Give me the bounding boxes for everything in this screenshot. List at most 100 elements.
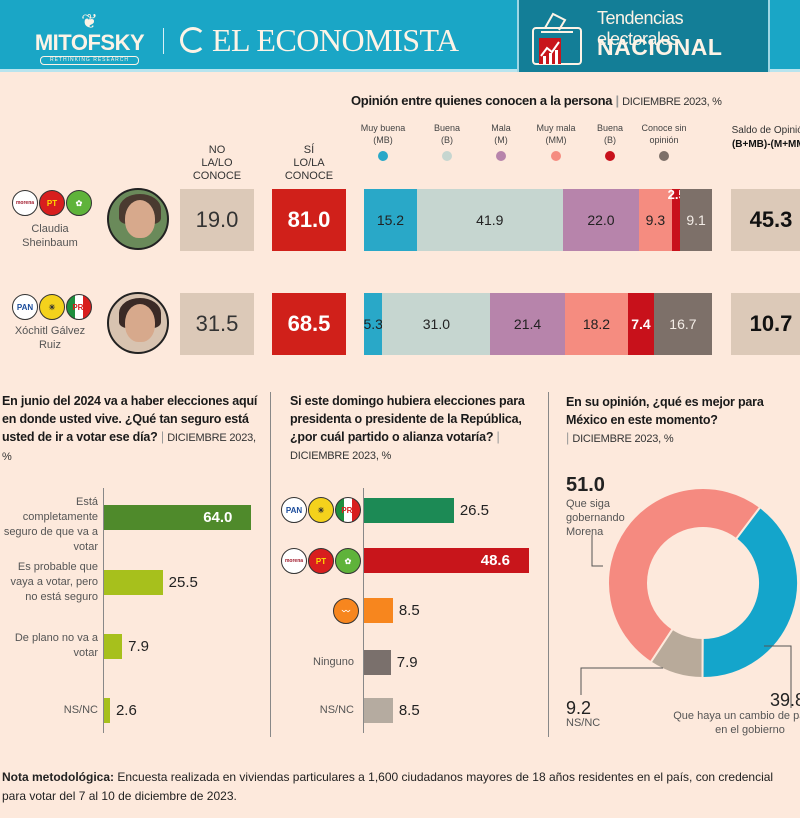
bar-value: 2.6 <box>115 702 137 719</box>
bar-0 <box>364 498 454 523</box>
name-line2: Sheinbaum <box>22 237 78 249</box>
economista-globe-icon <box>180 27 206 53</box>
mitofsky-tagline: RETHINKING RESEARCH <box>40 56 139 65</box>
opinion-stacked-bar-galvez: 5.3 31.0 21.4 18.2 7.4 16.7 <box>363 293 712 355</box>
segment-value: 9.3 <box>645 212 666 228</box>
bar-2 <box>364 598 393 623</box>
party-logo-mc: 〰 <box>333 598 359 624</box>
legend-abbr: (MB) <box>373 135 393 145</box>
col-header-no-conoce: NO LA/LO CONOCE <box>177 144 257 183</box>
segment-value: 18.2 <box>582 316 611 332</box>
stack-segment-0: 5.3 <box>363 293 383 355</box>
legend-dot <box>378 151 388 161</box>
mexico-question: En su opinión, ¿qué es mejor para México… <box>566 393 796 448</box>
section-divider <box>548 392 549 737</box>
si-conoce-value: 68.5 <box>272 293 346 355</box>
question-text: Si este domingo hubiera elecciones para … <box>290 394 525 444</box>
legend-muy-mala: Muy mala (MM) <box>526 122 586 161</box>
nsnc-value: 9.2 <box>566 698 592 718</box>
bar-1 <box>364 548 529 573</box>
question-text: En junio del 2024 va a haber elecciones … <box>2 394 258 444</box>
cambio-label: Que haya un cambio de partido en el gobi… <box>673 710 800 736</box>
pt-logo-icon: PT <box>39 190 65 216</box>
segment-value: 22.0 <box>587 212 615 228</box>
note-text: Encuesta realizada en viviendas particul… <box>2 770 774 803</box>
party-vote-question: Si este domingo hubiera elecciones para … <box>290 392 540 465</box>
bar-label: Está completamente seguro de que va a vo… <box>3 495 98 553</box>
segment-value: 9.1 <box>686 212 706 228</box>
legend-dot <box>605 151 615 161</box>
legend-label: Buena <box>433 123 461 133</box>
name-line2: Ruiz <box>38 339 61 351</box>
bar-value: 8.5 <box>398 602 420 619</box>
segment-value: 15.2 <box>376 212 405 228</box>
tendencias-title: Tendencias electorales <box>597 8 684 49</box>
avatar-sheinbaum <box>107 188 169 250</box>
cambio-value: 39.8 <box>770 690 800 710</box>
title-separator: | <box>566 431 573 445</box>
avatar-galvez <box>107 292 169 354</box>
legend-muy-buena: Muy buena (MB) <box>353 122 413 161</box>
segment-value: 31.0 <box>422 316 450 332</box>
segment-value: 21.4 <box>513 316 542 332</box>
legend-label: Mala <box>491 123 511 133</box>
pri-logo-icon: PRI <box>335 497 361 523</box>
bar-label: NS/NC <box>319 704 354 716</box>
segment-value: 7.4 <box>631 316 651 332</box>
donut-slice-1 <box>649 627 704 680</box>
opinion-date: DICIEMBRE 2023, % <box>622 96 722 108</box>
bar-label: Ninguno <box>313 656 354 668</box>
pan-logo-icon: PAN <box>281 497 307 523</box>
legend-abbr: (M) <box>494 135 508 145</box>
legend-label: Conoce sin <box>641 123 687 133</box>
legend-sin-opinion: Conoce sin opinión <box>634 122 694 161</box>
legend-buena: Buena (B) <box>417 122 477 161</box>
party-logos-pan-alliance: PAN ☀ PRI <box>12 294 92 320</box>
bar-value: 7.9 <box>128 638 150 655</box>
header-divider <box>163 28 164 54</box>
stack-segment-4: 2.5 <box>668 187 686 251</box>
bar-value: 48.6 <box>480 552 510 569</box>
legend-abbr: opinión <box>649 135 679 145</box>
el-economista-logo: EL ECONOMISTA <box>180 22 459 58</box>
stack-segment-5: 9.1 <box>680 189 712 251</box>
opinion-stacked-bar-sheinbaum: 15.2 41.9 22.0 9.3 2.5 9.1 <box>364 187 712 251</box>
col-si-line1: SÍ <box>303 144 315 156</box>
morena-value: 51.0 <box>566 474 605 496</box>
legend-abbr: (B) <box>441 135 453 145</box>
col-header-si-conoce: SÍ LO/LA CONOCE <box>269 144 349 183</box>
bar-1 <box>104 570 163 595</box>
bar-3 <box>104 698 110 723</box>
question-text: En su opinión, ¿qué es mejor para México… <box>566 395 764 427</box>
legend-dot <box>551 151 561 161</box>
stack-segment-4: 7.4 <box>628 293 654 355</box>
bar-label: Es probable que vaya a votar, pero no es… <box>10 560 98 603</box>
nacional-label: NACIONAL <box>597 34 723 60</box>
pvem-logo-icon: ✿ <box>66 190 92 216</box>
no-conoce-value: 31.5 <box>180 293 254 355</box>
legend-abbr: (MM) <box>545 135 567 145</box>
opinion-title-text: Opinión entre quienes conocen a la perso… <box>351 93 613 108</box>
legend-label: Muy buena <box>360 123 406 133</box>
opinion-title: Opinión entre quienes conocen a la perso… <box>351 93 722 108</box>
question-date: DICIEMBRE 2023, % <box>290 450 392 462</box>
bar-label: NS/NC <box>63 703 98 716</box>
party-vote-axis <box>363 488 364 733</box>
legend-abbr: (B) <box>604 135 616 145</box>
bar-0 <box>104 505 252 530</box>
legend-label: Muy mala <box>536 123 576 133</box>
question-date: DICIEMBRE 2023, % <box>572 433 674 445</box>
note-label: Nota metodológica: <box>2 770 115 784</box>
legend-dot <box>659 151 669 161</box>
mitofsky-name: MITOFSKY <box>34 30 145 55</box>
pan-logo-icon: PAN <box>12 294 38 320</box>
nsnc-label: NS/NC <box>566 717 601 729</box>
pri-logo-icon: PRI <box>66 294 92 320</box>
bar-value: 7.9 <box>396 654 418 671</box>
leader-line-morena <box>591 535 603 567</box>
section-divider <box>270 392 271 737</box>
name-line1: Xóchitl Gálvez <box>14 325 86 337</box>
ballot-box-icon <box>532 12 582 65</box>
methodology-note: Nota metodológica: Encuesta realizada en… <box>2 768 798 806</box>
pt-logo-icon: PT <box>308 548 334 574</box>
